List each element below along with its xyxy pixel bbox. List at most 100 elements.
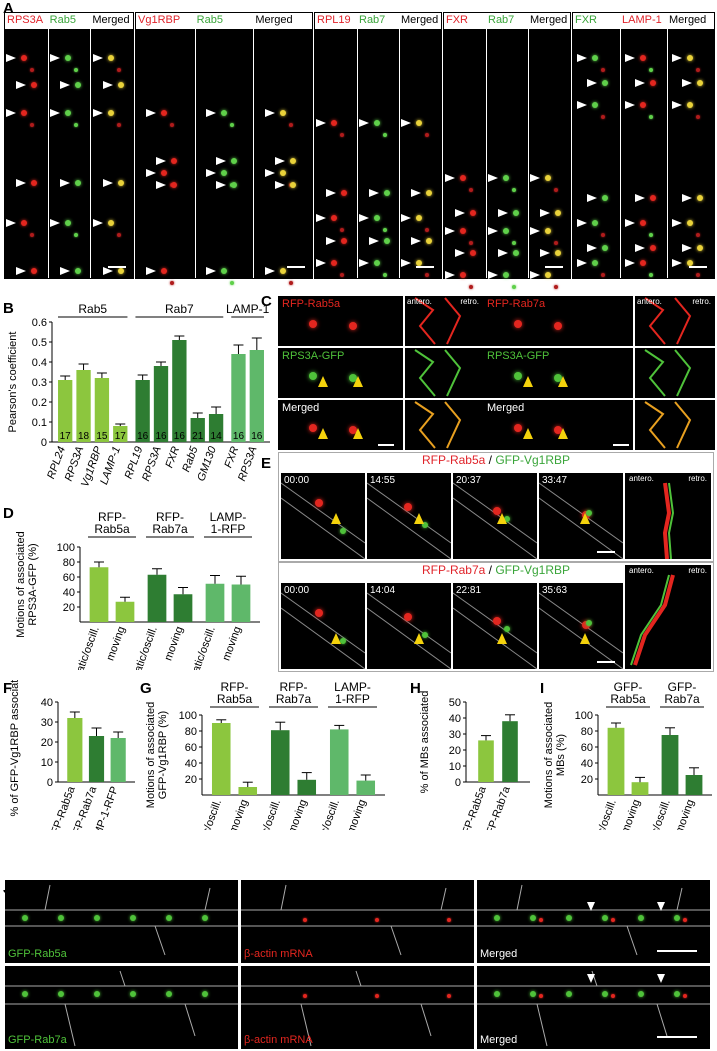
channel-strip — [486, 29, 528, 289]
scale-bar — [597, 551, 615, 553]
fluorescent-spot — [117, 268, 124, 274]
chart-d: 20 40 60 80 100 Motions of associatedRPS3A-GF… — [15, 510, 260, 670]
fluorescent-spot — [504, 626, 510, 632]
bar — [135, 380, 150, 442]
chart-g: 20 40 60 80 100 Motions of associatedGFP-Vg1R… — [145, 680, 385, 830]
yellow-arrowhead-icon — [497, 633, 507, 644]
category-label: moving — [104, 625, 127, 662]
white-arrowhead-icon — [586, 244, 597, 252]
white-arrowhead-icon — [264, 169, 275, 177]
fluorescent-spot — [341, 190, 348, 196]
channel-2-label: Rab7 — [488, 14, 515, 26]
scale-bar — [657, 1036, 697, 1038]
fluorescent-spot — [530, 991, 536, 997]
y-axis-label: Pearson's coefficient — [7, 332, 19, 433]
white-arrowhead-icon — [369, 237, 380, 245]
yellow-arrowhead-icon — [318, 428, 328, 439]
channel-strip — [194, 29, 254, 285]
y-tick-label: 0.1 — [32, 417, 47, 429]
white-arrowhead-icon — [156, 157, 167, 165]
channel-strip — [573, 29, 619, 278]
y-tick-label: 0.4 — [32, 357, 47, 369]
fluorescent-spot — [460, 272, 467, 278]
panel-label-g: G — [140, 680, 152, 697]
antero-label: antero. — [407, 297, 432, 306]
panel-j-label: GFP-Rab7a — [8, 1034, 67, 1046]
scale-bar — [657, 950, 697, 952]
fluorescent-spot — [340, 133, 345, 137]
fluorescent-spot — [539, 918, 543, 922]
y-tick-label: 20 — [63, 602, 75, 614]
bar — [502, 721, 518, 782]
panel-c-frame: Merged — [483, 400, 633, 450]
y-axis-label: Motions of associatedMBs (%) — [543, 702, 567, 808]
white-arrowhead-icon — [634, 194, 645, 202]
category-label: static/oscill. — [253, 798, 284, 830]
white-arrowhead-icon — [102, 81, 113, 89]
panel-j-frame: GFP-Rab5a — [5, 880, 238, 963]
category-label: static/oscill. — [187, 625, 218, 670]
fluorescent-spot — [639, 102, 646, 108]
panel-c-row-label: RFP-Rab7a — [487, 298, 546, 310]
category-label: FXR — [163, 445, 182, 470]
fluorescent-spot — [600, 68, 605, 72]
channel-header: FXR LAMP-1 Merged — [573, 13, 714, 29]
panel-c-row-label: Merged — [487, 402, 525, 414]
y-tick-label: 20 — [41, 737, 53, 749]
bar — [88, 736, 105, 782]
panel-label-c: C — [261, 293, 272, 310]
fluorescent-spot — [545, 228, 552, 234]
bar — [205, 583, 225, 622]
bar — [631, 782, 649, 795]
plot-area: 20 40 60 80 100 Motions of associatedRPS3A-GF… — [15, 510, 260, 670]
fluorescent-spot — [469, 285, 474, 289]
fluorescent-spot — [425, 273, 430, 277]
fluorescent-spot — [161, 268, 168, 274]
green-channel-label: GFP-Vg1RBP — [495, 453, 571, 467]
white-arrowhead-icon — [445, 227, 456, 235]
yellow-arrowhead-icon — [580, 513, 590, 524]
y-tick-label: 60 — [581, 742, 593, 754]
n-label: 16 — [233, 431, 245, 442]
fluorescent-spot — [695, 273, 700, 277]
category-label: moving — [619, 798, 642, 830]
white-arrowhead-icon — [274, 181, 285, 189]
yellow-arrowhead-icon — [331, 633, 341, 644]
n-label: 16 — [137, 431, 149, 442]
fluorescent-spot — [58, 915, 64, 921]
fluorescent-spot — [161, 110, 168, 116]
panel-j-frame: β-actin mRNA — [241, 880, 474, 963]
channel-strip — [620, 29, 667, 278]
fluorescent-spot — [566, 915, 572, 921]
time-lapse-frame: 22:81 — [453, 583, 537, 669]
panel-a-group: Vg1RBP Rab5 Merged — [135, 12, 313, 285]
fluorescent-spot — [601, 80, 608, 86]
white-arrowhead-icon — [671, 101, 682, 109]
white-arrowhead-icon — [540, 249, 551, 257]
yellow-arrowhead-icon — [353, 428, 363, 439]
fluorescent-spot — [75, 82, 82, 88]
retro-label: retro. — [688, 474, 707, 483]
y-tick-label: 0.5 — [32, 337, 47, 349]
fluorescent-spot — [648, 233, 653, 237]
merged-label: Merged — [255, 14, 293, 26]
fluorescent-spot — [65, 110, 72, 116]
white-arrowhead-icon — [624, 219, 635, 227]
channel-1-label: FXR — [575, 14, 597, 26]
white-arrowhead-icon — [671, 259, 682, 267]
fluorescent-spot — [116, 123, 121, 127]
y-tick-label: 80 — [185, 726, 197, 738]
bar — [76, 370, 91, 442]
fluorescent-spot — [309, 372, 317, 380]
timestamp: 14:55 — [370, 475, 396, 486]
n-label: 17 — [115, 431, 127, 442]
channel-strip — [399, 29, 441, 278]
channel-strip — [528, 29, 570, 289]
fluorescent-spot — [648, 115, 653, 119]
white-arrowhead-icon — [634, 244, 645, 252]
y-tick-label: 100 — [575, 710, 593, 722]
category-label: moving — [673, 798, 696, 830]
y-tick-label: 0.3 — [32, 377, 47, 389]
bar — [478, 740, 494, 782]
